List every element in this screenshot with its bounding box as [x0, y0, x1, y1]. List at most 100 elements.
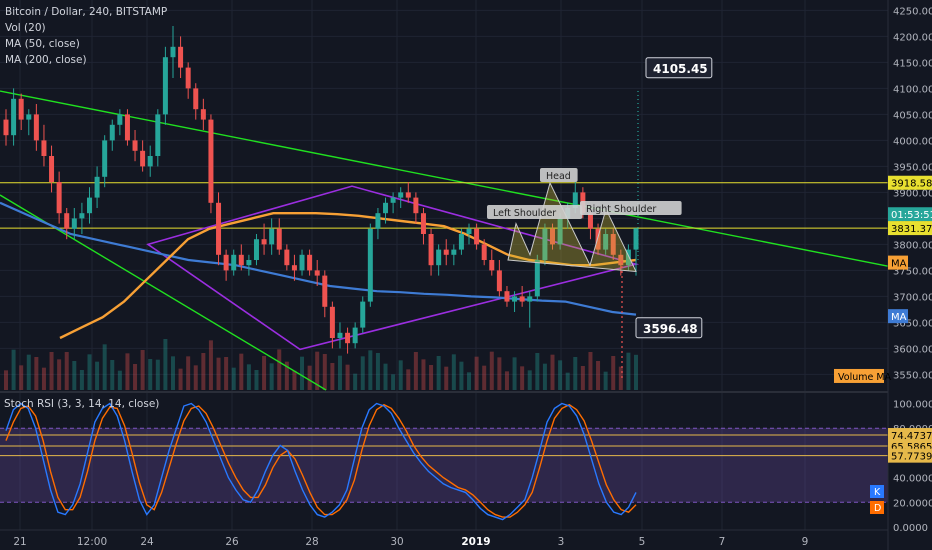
- candle-body: [185, 67, 191, 89]
- volume-bar: [482, 365, 487, 390]
- candle-body: [291, 265, 297, 271]
- pattern-drawings: Left Shoulder Head Right Shoulder 4105.45 35…: [487, 57, 713, 380]
- candle-body: [542, 228, 548, 260]
- volume-bar: [140, 350, 145, 390]
- candle-body: [33, 114, 39, 141]
- volume-bars: [4, 339, 638, 390]
- volume-bar: [155, 359, 160, 390]
- candle-body: [413, 197, 419, 214]
- time-tick-label: 21: [13, 536, 26, 548]
- volume-bar: [79, 370, 84, 390]
- time-axis[interactable]: 21 12:00 24 26 28 30 2019 3 5 7 9: [0, 529, 888, 548]
- candle-body: [117, 114, 123, 125]
- volume-bar: [117, 370, 122, 390]
- volume-bar: [489, 351, 494, 390]
- label-3918-text: 3918.58: [891, 179, 932, 190]
- label-ma50-box: [888, 255, 908, 270]
- candle-body: [519, 296, 525, 302]
- label-3831-text: 3831.37: [891, 224, 932, 235]
- candle-body: [420, 213, 426, 234]
- candle-body: [466, 228, 472, 234]
- volume-bar: [580, 366, 585, 390]
- label-countdown: 01:53:51: [888, 207, 932, 222]
- volume-bar: [535, 353, 540, 390]
- annotation-left-shoulder-text: Left Shoulder: [493, 208, 556, 219]
- volume-bar: [626, 352, 631, 390]
- candle-body: [56, 182, 62, 214]
- candle-body: [633, 228, 639, 250]
- candle-body: [11, 98, 17, 136]
- volume-bar: [520, 366, 525, 390]
- stoch-k-line: [5, 402, 637, 521]
- target-high-box-text: 4105.45: [653, 62, 708, 76]
- candle-body: [504, 291, 510, 302]
- volume-bar: [618, 366, 623, 390]
- volume-bar: [284, 361, 289, 390]
- volume-bar: [148, 359, 153, 390]
- symbol-title[interactable]: Bitcoin / Dollar, 240, BITSTAMP: [5, 6, 168, 18]
- volume-bar: [322, 354, 327, 390]
- volume-bar: [421, 359, 426, 390]
- label-stoch-d-text: D: [874, 503, 881, 514]
- volume-bar: [588, 352, 593, 390]
- label-volume-ma-box: [834, 368, 884, 383]
- time-tick-label: 3: [558, 536, 565, 548]
- indicator-volume[interactable]: Vol (20): [5, 22, 46, 34]
- label-stoch-level-3-box: [888, 448, 932, 463]
- label-ma200-text: MA: [891, 312, 907, 323]
- candle-body: [345, 332, 351, 344]
- candle-body: [625, 249, 631, 266]
- label-stoch-level-1: 74.4737: [888, 428, 932, 443]
- candle-body: [261, 239, 267, 245]
- candle-body: [481, 244, 487, 260]
- candle-body: [587, 213, 593, 229]
- volume-bar: [19, 365, 24, 390]
- descending-trendline-upper: [0, 90, 889, 267]
- candle-body: [3, 119, 9, 136]
- volume-bar: [565, 372, 570, 390]
- label-stoch-level-1-text: 74.4737: [891, 431, 932, 442]
- label-stoch-d-box: [870, 501, 884, 514]
- candle-body: [405, 192, 411, 198]
- candle-body: [572, 192, 578, 208]
- candle-body: [314, 270, 320, 276]
- volume-bar: [269, 363, 274, 390]
- volume-bar: [391, 374, 396, 390]
- candle-body: [595, 228, 601, 250]
- volume-bar: [11, 349, 16, 390]
- volume-bar: [573, 357, 578, 390]
- stoch-rsi-pane[interactable]: [0, 391, 932, 521]
- candlesticks[interactable]: [3, 26, 639, 354]
- candle-body: [269, 228, 275, 245]
- volume-bar: [634, 354, 638, 390]
- volume-bar: [451, 354, 456, 390]
- ma50-line: [59, 212, 637, 340]
- time-tick-label: 7: [719, 536, 726, 548]
- price-tick-label: 3900.00: [893, 188, 932, 199]
- candle-body: [238, 254, 244, 266]
- stoch-rsi-legend[interactable]: Stoch RSI (3, 3, 14, 14, close): [4, 398, 160, 410]
- volume-bar: [57, 359, 62, 390]
- label-volume-ma: Volume MA: [834, 368, 892, 383]
- volume-bar: [163, 339, 168, 390]
- candle-body: [162, 57, 168, 115]
- price-axis[interactable]: 3550.00 3600.00 3650.00 3700.00 3750.00 3800.…: [887, 0, 932, 550]
- volume-bar: [110, 360, 115, 390]
- volume-bar: [337, 355, 342, 390]
- label-3918: 3918.58: [888, 175, 932, 190]
- volume-bar: [26, 354, 31, 390]
- annotation-right-shoulder-box: [580, 201, 682, 215]
- volume-bar: [170, 356, 175, 390]
- candle-body: [216, 202, 222, 255]
- label-stoch-level-3: 57.7739: [888, 448, 932, 463]
- target-low-box: 3596.48: [635, 317, 703, 339]
- candle-body: [86, 197, 92, 214]
- indicator-ma200[interactable]: MA (200, close): [5, 54, 87, 66]
- candle-body: [527, 296, 533, 302]
- indicator-ma50[interactable]: MA (50, close): [5, 38, 80, 50]
- volume-bar: [368, 350, 373, 390]
- volume-bar: [315, 351, 320, 390]
- candle-body: [299, 254, 305, 271]
